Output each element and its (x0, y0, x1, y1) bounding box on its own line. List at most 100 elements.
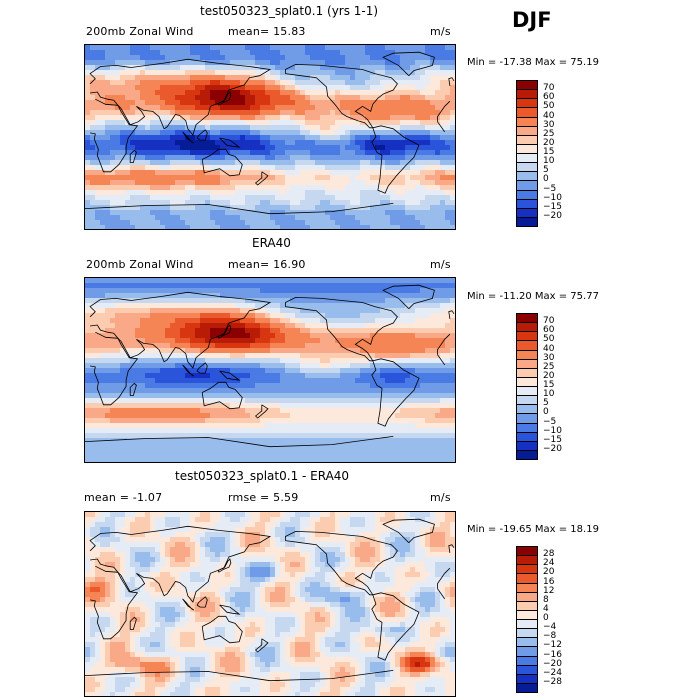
field-cell (325, 225, 331, 229)
field-cell (275, 140, 281, 146)
field-cell (430, 363, 436, 369)
field-cell (340, 413, 346, 419)
field-cell (350, 283, 356, 289)
field-cell (300, 135, 306, 141)
field-cell (280, 100, 286, 106)
field-cell (265, 353, 271, 359)
field-cell (245, 100, 251, 106)
field-cell (340, 358, 346, 364)
field-cell (450, 65, 455, 71)
field-cell (305, 145, 311, 151)
field-cell (280, 413, 286, 419)
field-cell (395, 170, 401, 176)
field-cell (385, 283, 391, 289)
field-cell (420, 75, 426, 81)
field-cell (435, 195, 441, 201)
field-cell (205, 75, 211, 81)
field-cell (395, 205, 401, 211)
field-cell (355, 383, 361, 389)
field-cell (205, 348, 211, 354)
field-cell (155, 353, 161, 359)
field-cell (90, 220, 96, 226)
field-cell (300, 378, 306, 384)
field-cell (155, 225, 161, 229)
field-cell (410, 165, 416, 171)
field-cell (290, 225, 296, 229)
field-cell (190, 423, 196, 429)
field-cell (170, 75, 176, 81)
field-cell (410, 388, 416, 394)
field-cell (125, 423, 131, 429)
field-cell (255, 303, 261, 309)
field-cell (230, 90, 236, 96)
field-cell (410, 120, 416, 126)
field-cell (315, 363, 321, 369)
field-cell (295, 318, 301, 324)
field-cell (120, 225, 126, 229)
field-cell (350, 200, 356, 206)
field-cell (315, 348, 321, 354)
field-cell (320, 288, 326, 294)
field-cell (280, 368, 286, 374)
field-cell (440, 145, 446, 151)
field-cell (255, 195, 261, 201)
field-cell (250, 70, 256, 76)
field-cell (245, 50, 251, 56)
field-cell (200, 170, 206, 176)
field-cell (145, 75, 151, 81)
field-cell (130, 225, 136, 229)
field-cell (110, 338, 116, 344)
field-cell (160, 348, 166, 354)
field-cell (220, 398, 226, 404)
field-cell (310, 363, 316, 369)
field-cell (165, 348, 171, 354)
field-cell (305, 80, 311, 86)
field-cell (435, 155, 441, 161)
field-cell (110, 293, 116, 299)
field-cell (100, 388, 106, 394)
field-cell (340, 150, 346, 156)
field-cell (125, 348, 131, 354)
field-cell (370, 278, 376, 284)
field-cell (445, 313, 451, 319)
field-cell (280, 190, 286, 196)
field-cell (300, 105, 306, 111)
field-cell (205, 418, 211, 424)
field-cell (345, 210, 351, 216)
field-cell (90, 130, 96, 136)
field-cell (195, 155, 201, 161)
field-cell (110, 303, 116, 309)
field-cell (135, 85, 141, 91)
field-cell (275, 120, 281, 126)
field-cell (255, 293, 261, 299)
field-cell (165, 323, 171, 329)
field-cell (380, 220, 386, 226)
field-cell (350, 125, 356, 131)
field-cell (250, 75, 256, 81)
field-cell (240, 185, 246, 191)
panel-variable-label: 200mb Zonal Wind (86, 258, 194, 271)
field-cell (440, 398, 446, 404)
field-cell (205, 135, 211, 141)
field-cell (295, 75, 301, 81)
field-cell (270, 105, 276, 111)
field-cell (235, 373, 241, 379)
field-cell (195, 205, 201, 211)
field-cell (160, 363, 166, 369)
field-cell (270, 303, 276, 309)
field-cell (250, 60, 256, 66)
field-cell (350, 393, 356, 399)
field-cell (325, 378, 331, 384)
field-cell (420, 358, 426, 364)
field-cell (395, 60, 401, 66)
field-cell (370, 170, 376, 176)
field-cell (225, 180, 231, 186)
field-cell (320, 185, 326, 191)
field-cell (390, 105, 396, 111)
field-cell (370, 200, 376, 206)
field-cell (435, 145, 441, 151)
field-cell (225, 100, 231, 106)
field-cell (125, 398, 131, 404)
field-cell (135, 308, 141, 314)
field-cell (295, 408, 301, 414)
